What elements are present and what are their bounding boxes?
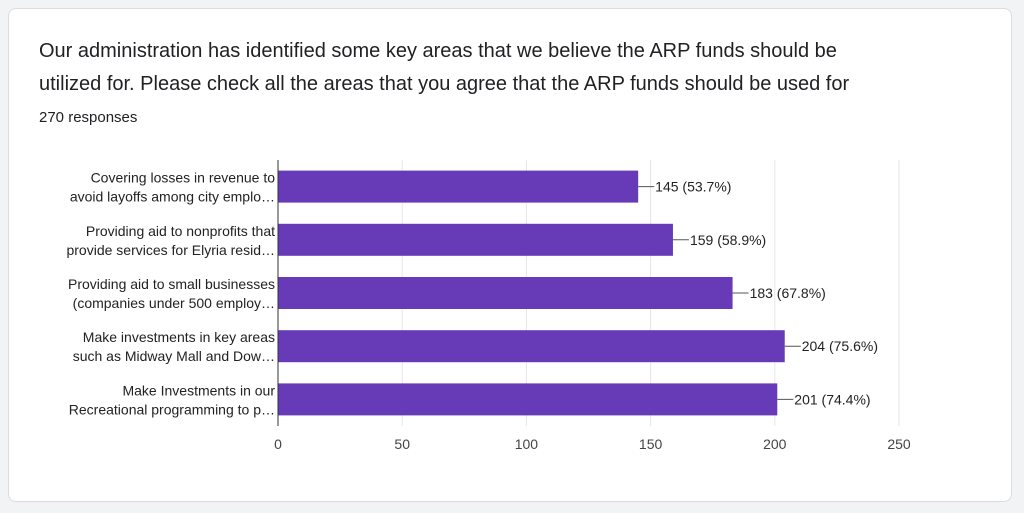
x-tick-label: 150 xyxy=(639,436,663,452)
category-label: Make Investments in our Recreational prog… xyxy=(69,382,276,417)
question-card: Our administration has identified some k… xyxy=(8,8,1012,502)
bar xyxy=(278,170,639,203)
data-label: 183 (67.8%) xyxy=(750,285,826,301)
category-label: Providing aid to small businesses (compan… xyxy=(68,276,275,311)
data-label: 204 (75.6%) xyxy=(802,338,878,354)
category-label: Make investments in key areas such as Mid… xyxy=(73,329,275,364)
question-title: Our administration has identified some k… xyxy=(39,35,939,101)
bar xyxy=(278,277,733,309)
category-label-line: Covering losses in revenue to xyxy=(91,170,276,186)
bar xyxy=(278,223,673,256)
category-label-line: such as Midway Mall and Dow… xyxy=(73,348,275,364)
category-label-line: Make investments in key areas xyxy=(83,329,275,345)
x-tick-label: 100 xyxy=(515,436,539,452)
data-label: 145 (53.7%) xyxy=(655,179,731,195)
category-label-line: Recreational programming to p… xyxy=(69,401,275,417)
category-label-line: avoid layoffs among city emplo… xyxy=(70,189,275,205)
x-tick-label: 200 xyxy=(763,436,787,452)
question-title-line-1: Our administration has identified some k… xyxy=(39,40,837,62)
x-tick-label: 0 xyxy=(274,436,282,452)
bar xyxy=(278,330,785,363)
category-label-line: Providing aid to nonprofits that xyxy=(86,223,275,239)
category-label: Covering losses in revenue to avoid layof… xyxy=(70,170,275,205)
category-label-line: provide services for Elyria resid… xyxy=(66,242,275,258)
x-tick-label: 250 xyxy=(887,436,911,452)
category-label-line: (companies under 500 employ… xyxy=(73,295,275,311)
data-label: 201 (74.4%) xyxy=(794,391,870,407)
category-label-line: Make Investments in our xyxy=(122,382,275,398)
response-count: 270 responses xyxy=(39,109,138,126)
x-tick-label: 50 xyxy=(394,436,410,452)
category-label: Providing aid to nonprofits that provide … xyxy=(66,223,275,258)
bar xyxy=(278,383,778,416)
category-label-line: Providing aid to small businesses xyxy=(68,276,275,292)
data-label: 159 (58.9%) xyxy=(690,232,766,248)
question-title-line-2: utilized for. Please check all the areas… xyxy=(39,73,850,95)
